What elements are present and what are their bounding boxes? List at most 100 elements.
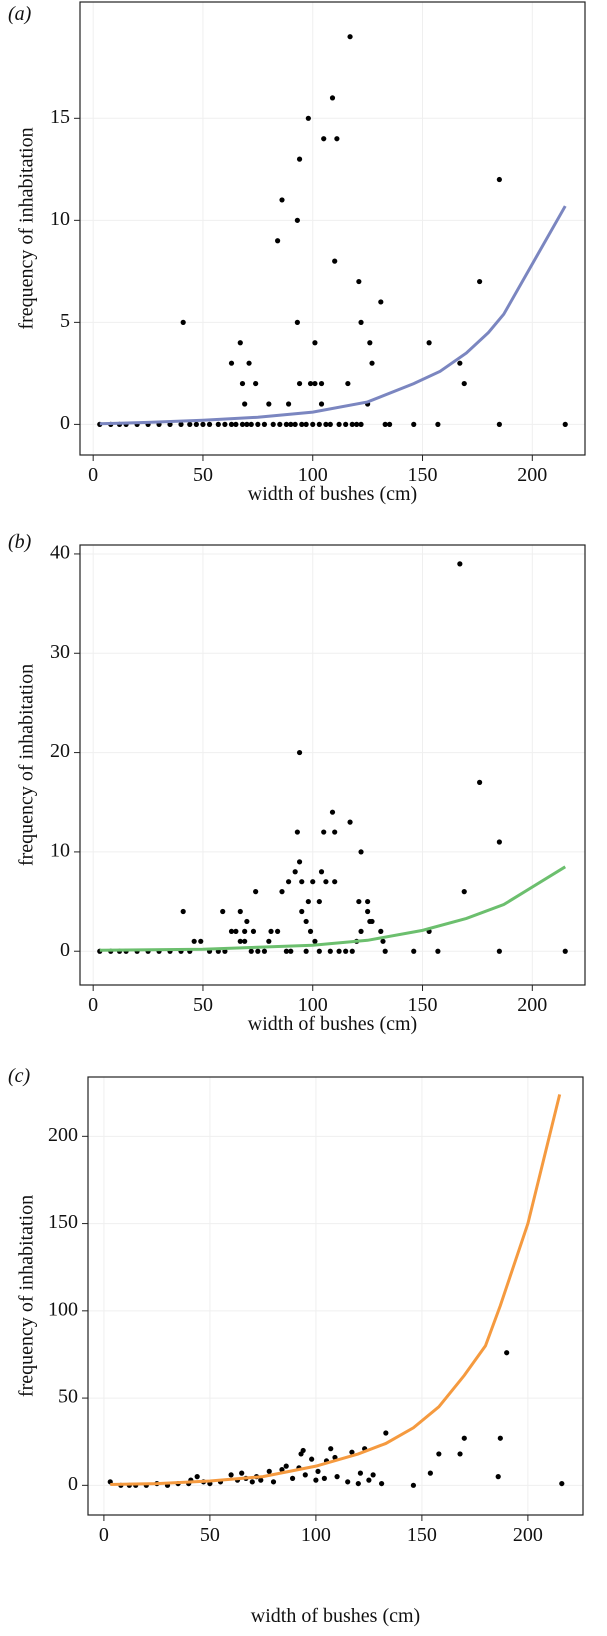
point [343, 948, 349, 954]
point [180, 908, 186, 915]
point [167, 421, 173, 427]
y-tick-label: 5 [60, 310, 70, 332]
point [275, 928, 281, 934]
point [279, 197, 285, 203]
point [237, 908, 243, 915]
point [355, 1480, 361, 1487]
point [380, 938, 386, 944]
point [497, 1435, 503, 1441]
point [294, 319, 300, 325]
point [303, 948, 309, 954]
point [198, 938, 204, 944]
point [334, 1474, 340, 1480]
point [191, 938, 197, 944]
point [277, 421, 283, 427]
point [315, 1468, 321, 1474]
point [461, 889, 467, 895]
point [296, 859, 303, 865]
point [299, 879, 305, 885]
x-tick-label: 150 [408, 464, 438, 486]
point [246, 360, 252, 366]
x-tick-label: 0 [88, 464, 98, 486]
point [242, 401, 248, 407]
point [283, 421, 289, 427]
point [378, 299, 384, 305]
point [366, 1477, 372, 1483]
point [332, 829, 338, 835]
x-tick-label: 100 [298, 464, 328, 486]
point [496, 948, 502, 954]
point [349, 948, 355, 954]
point [248, 421, 254, 427]
point [187, 421, 193, 427]
y-tick-label: 0 [60, 412, 70, 434]
point [323, 879, 329, 885]
panel-label: (b) [8, 531, 32, 553]
point [435, 948, 441, 954]
point [329, 95, 336, 101]
point [228, 421, 235, 427]
point [328, 1446, 334, 1452]
point [345, 1479, 351, 1485]
point [329, 809, 336, 815]
y-tick-label: 10 [50, 840, 70, 862]
point [345, 380, 351, 387]
plot-frame [87, 1076, 584, 1516]
point [296, 156, 303, 162]
point [312, 380, 318, 387]
point [206, 421, 213, 427]
point [215, 421, 221, 427]
x-tick-label: 150 [408, 994, 438, 1016]
point [266, 401, 272, 407]
point [327, 421, 333, 427]
point [369, 918, 375, 925]
point [369, 360, 375, 366]
point [562, 948, 568, 954]
point [292, 869, 298, 875]
y-tick-label: 40 [50, 542, 70, 564]
point [504, 1350, 510, 1356]
point [239, 1470, 245, 1476]
point [477, 278, 483, 285]
point [239, 380, 246, 387]
point [461, 380, 467, 387]
point [310, 421, 316, 427]
point [562, 421, 568, 427]
point [305, 115, 311, 121]
y-tick-label: 100 [48, 1298, 78, 1320]
point [249, 1479, 255, 1485]
x-tick-label: 100 [298, 994, 328, 1016]
point [358, 928, 364, 934]
point [258, 1477, 264, 1483]
point [411, 421, 417, 427]
x-tick-label: 0 [99, 1524, 109, 1546]
point [316, 948, 322, 954]
point [321, 136, 327, 142]
point [332, 879, 338, 885]
point [253, 380, 259, 387]
point [367, 340, 373, 346]
y-tick-label: 0 [60, 939, 70, 961]
point [266, 938, 272, 944]
point [300, 1447, 306, 1454]
point [299, 908, 305, 915]
point [237, 340, 243, 346]
point [255, 421, 261, 427]
point [239, 421, 246, 427]
panel: (c) width of bushes (cm) frequency of inha… [8, 1065, 584, 1627]
point [289, 1475, 296, 1481]
point [316, 898, 322, 905]
point [332, 258, 338, 264]
point [233, 421, 239, 427]
point [386, 421, 393, 427]
point [193, 421, 199, 427]
point [250, 928, 257, 934]
point [435, 421, 441, 427]
point [242, 928, 248, 934]
point [307, 928, 314, 934]
point [270, 421, 276, 427]
point [222, 421, 228, 427]
point [233, 928, 239, 934]
point [270, 1479, 277, 1485]
y-tick-label: 30 [50, 641, 70, 663]
